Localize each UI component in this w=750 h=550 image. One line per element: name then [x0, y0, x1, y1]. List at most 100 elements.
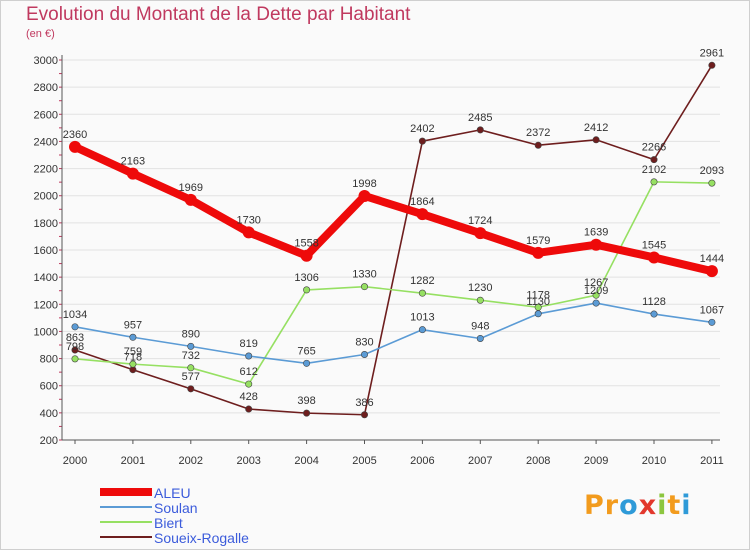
- y-tick-label: 2600: [34, 109, 58, 121]
- x-tick-label: 2007: [468, 455, 492, 467]
- y-tick-label: 1400: [34, 272, 58, 284]
- logo-letter: r: [604, 490, 620, 521]
- x-tick-label: 2011: [700, 455, 724, 467]
- data-point: [418, 326, 426, 334]
- data-label: 2485: [468, 112, 492, 124]
- data-label: 1178: [526, 289, 550, 301]
- data-label: 1130: [526, 296, 550, 308]
- x-tick-label: 2002: [179, 455, 203, 467]
- data-label: 1306: [294, 272, 318, 284]
- data-point: [418, 137, 426, 145]
- series-line-biert: [74, 181, 713, 385]
- data-label: 1128: [642, 296, 666, 308]
- logo-letter: P: [584, 490, 605, 521]
- data-label: 2402: [410, 123, 434, 135]
- data-point: [650, 178, 658, 186]
- data-label: 2360: [63, 129, 87, 141]
- data-point: [650, 310, 658, 318]
- data-label: 1998: [352, 178, 376, 190]
- data-point: [708, 179, 716, 187]
- data-point: [592, 136, 600, 144]
- data-point: [300, 249, 313, 262]
- data-point: [476, 296, 484, 304]
- data-label: 2961: [700, 47, 724, 59]
- data-point: [303, 286, 311, 294]
- data-point: [708, 61, 716, 69]
- data-point: [245, 405, 253, 413]
- legend-label: Biert: [154, 515, 183, 531]
- data-label: 765: [297, 345, 315, 357]
- legend-label: ALEU: [154, 485, 191, 501]
- y-tick-label: 2200: [34, 164, 58, 176]
- data-label: 1969: [179, 182, 203, 194]
- data-label: 1558: [294, 238, 318, 250]
- logo-letter: t: [667, 490, 682, 521]
- x-tick-label: 2000: [63, 455, 87, 467]
- data-label: 386: [355, 397, 373, 409]
- data-label: 577: [182, 371, 200, 383]
- data-label: 830: [355, 337, 373, 349]
- data-point: [129, 360, 137, 368]
- data-point: [303, 359, 311, 367]
- data-point: [590, 238, 603, 251]
- y-tick-label: 200: [40, 435, 58, 447]
- data-label: 819: [240, 338, 258, 350]
- data-point: [476, 334, 484, 342]
- y-tick-label: 2400: [34, 136, 58, 148]
- data-label: 1067: [700, 304, 724, 316]
- data-label: 759: [124, 346, 142, 358]
- data-label: 2266: [642, 142, 666, 154]
- data-label: 1545: [642, 239, 666, 251]
- y-tick-label: 2800: [34, 82, 58, 94]
- y-tick-label: 3000: [34, 55, 58, 67]
- data-label: 718: [124, 352, 142, 364]
- data-point: [592, 299, 600, 307]
- data-point: [416, 208, 429, 221]
- data-point: [476, 126, 484, 134]
- y-tick-label: 1800: [34, 218, 58, 230]
- data-point: [126, 167, 139, 180]
- data-point: [358, 189, 371, 202]
- data-point: [705, 265, 718, 278]
- logo-letter: x: [638, 490, 658, 521]
- data-label: 798: [66, 341, 84, 353]
- logo-letter: i: [681, 490, 692, 521]
- data-point: [245, 352, 253, 360]
- data-point: [187, 342, 195, 350]
- data-label: 1282: [410, 275, 434, 287]
- data-label: 1230: [468, 282, 492, 294]
- data-label: 1579: [526, 235, 550, 247]
- data-point: [534, 141, 542, 149]
- data-point: [418, 289, 426, 297]
- data-label: 2412: [584, 122, 608, 134]
- data-point: [71, 323, 79, 331]
- data-point: [71, 355, 79, 363]
- legend-label: Soulan: [154, 500, 198, 516]
- data-point: [242, 226, 255, 239]
- x-tick-label: 2003: [236, 455, 260, 467]
- data-label: 398: [297, 395, 315, 407]
- data-label: 957: [124, 319, 142, 331]
- x-tick-label: 2009: [584, 455, 608, 467]
- data-point: [71, 346, 79, 354]
- data-label: 2102: [642, 164, 666, 176]
- data-point: [303, 409, 311, 417]
- series-line-soueix-rogalle: [74, 64, 713, 416]
- x-tick-label: 2008: [526, 455, 550, 467]
- data-point: [648, 251, 660, 264]
- x-tick-label: 2001: [121, 455, 145, 467]
- data-point: [532, 246, 545, 259]
- data-label: 1209: [584, 285, 608, 297]
- data-label: 1730: [236, 214, 260, 226]
- data-label: 890: [182, 328, 200, 340]
- data-point: [245, 380, 253, 388]
- data-label: 1267: [584, 277, 608, 289]
- chart-subtitle: (en €): [26, 28, 55, 40]
- data-point: [187, 385, 195, 393]
- data-label: 428: [240, 391, 258, 403]
- data-point: [184, 193, 197, 206]
- data-label: 2372: [526, 127, 550, 139]
- data-point: [474, 227, 487, 240]
- data-point: [360, 350, 368, 358]
- logo-letter: o: [619, 490, 639, 521]
